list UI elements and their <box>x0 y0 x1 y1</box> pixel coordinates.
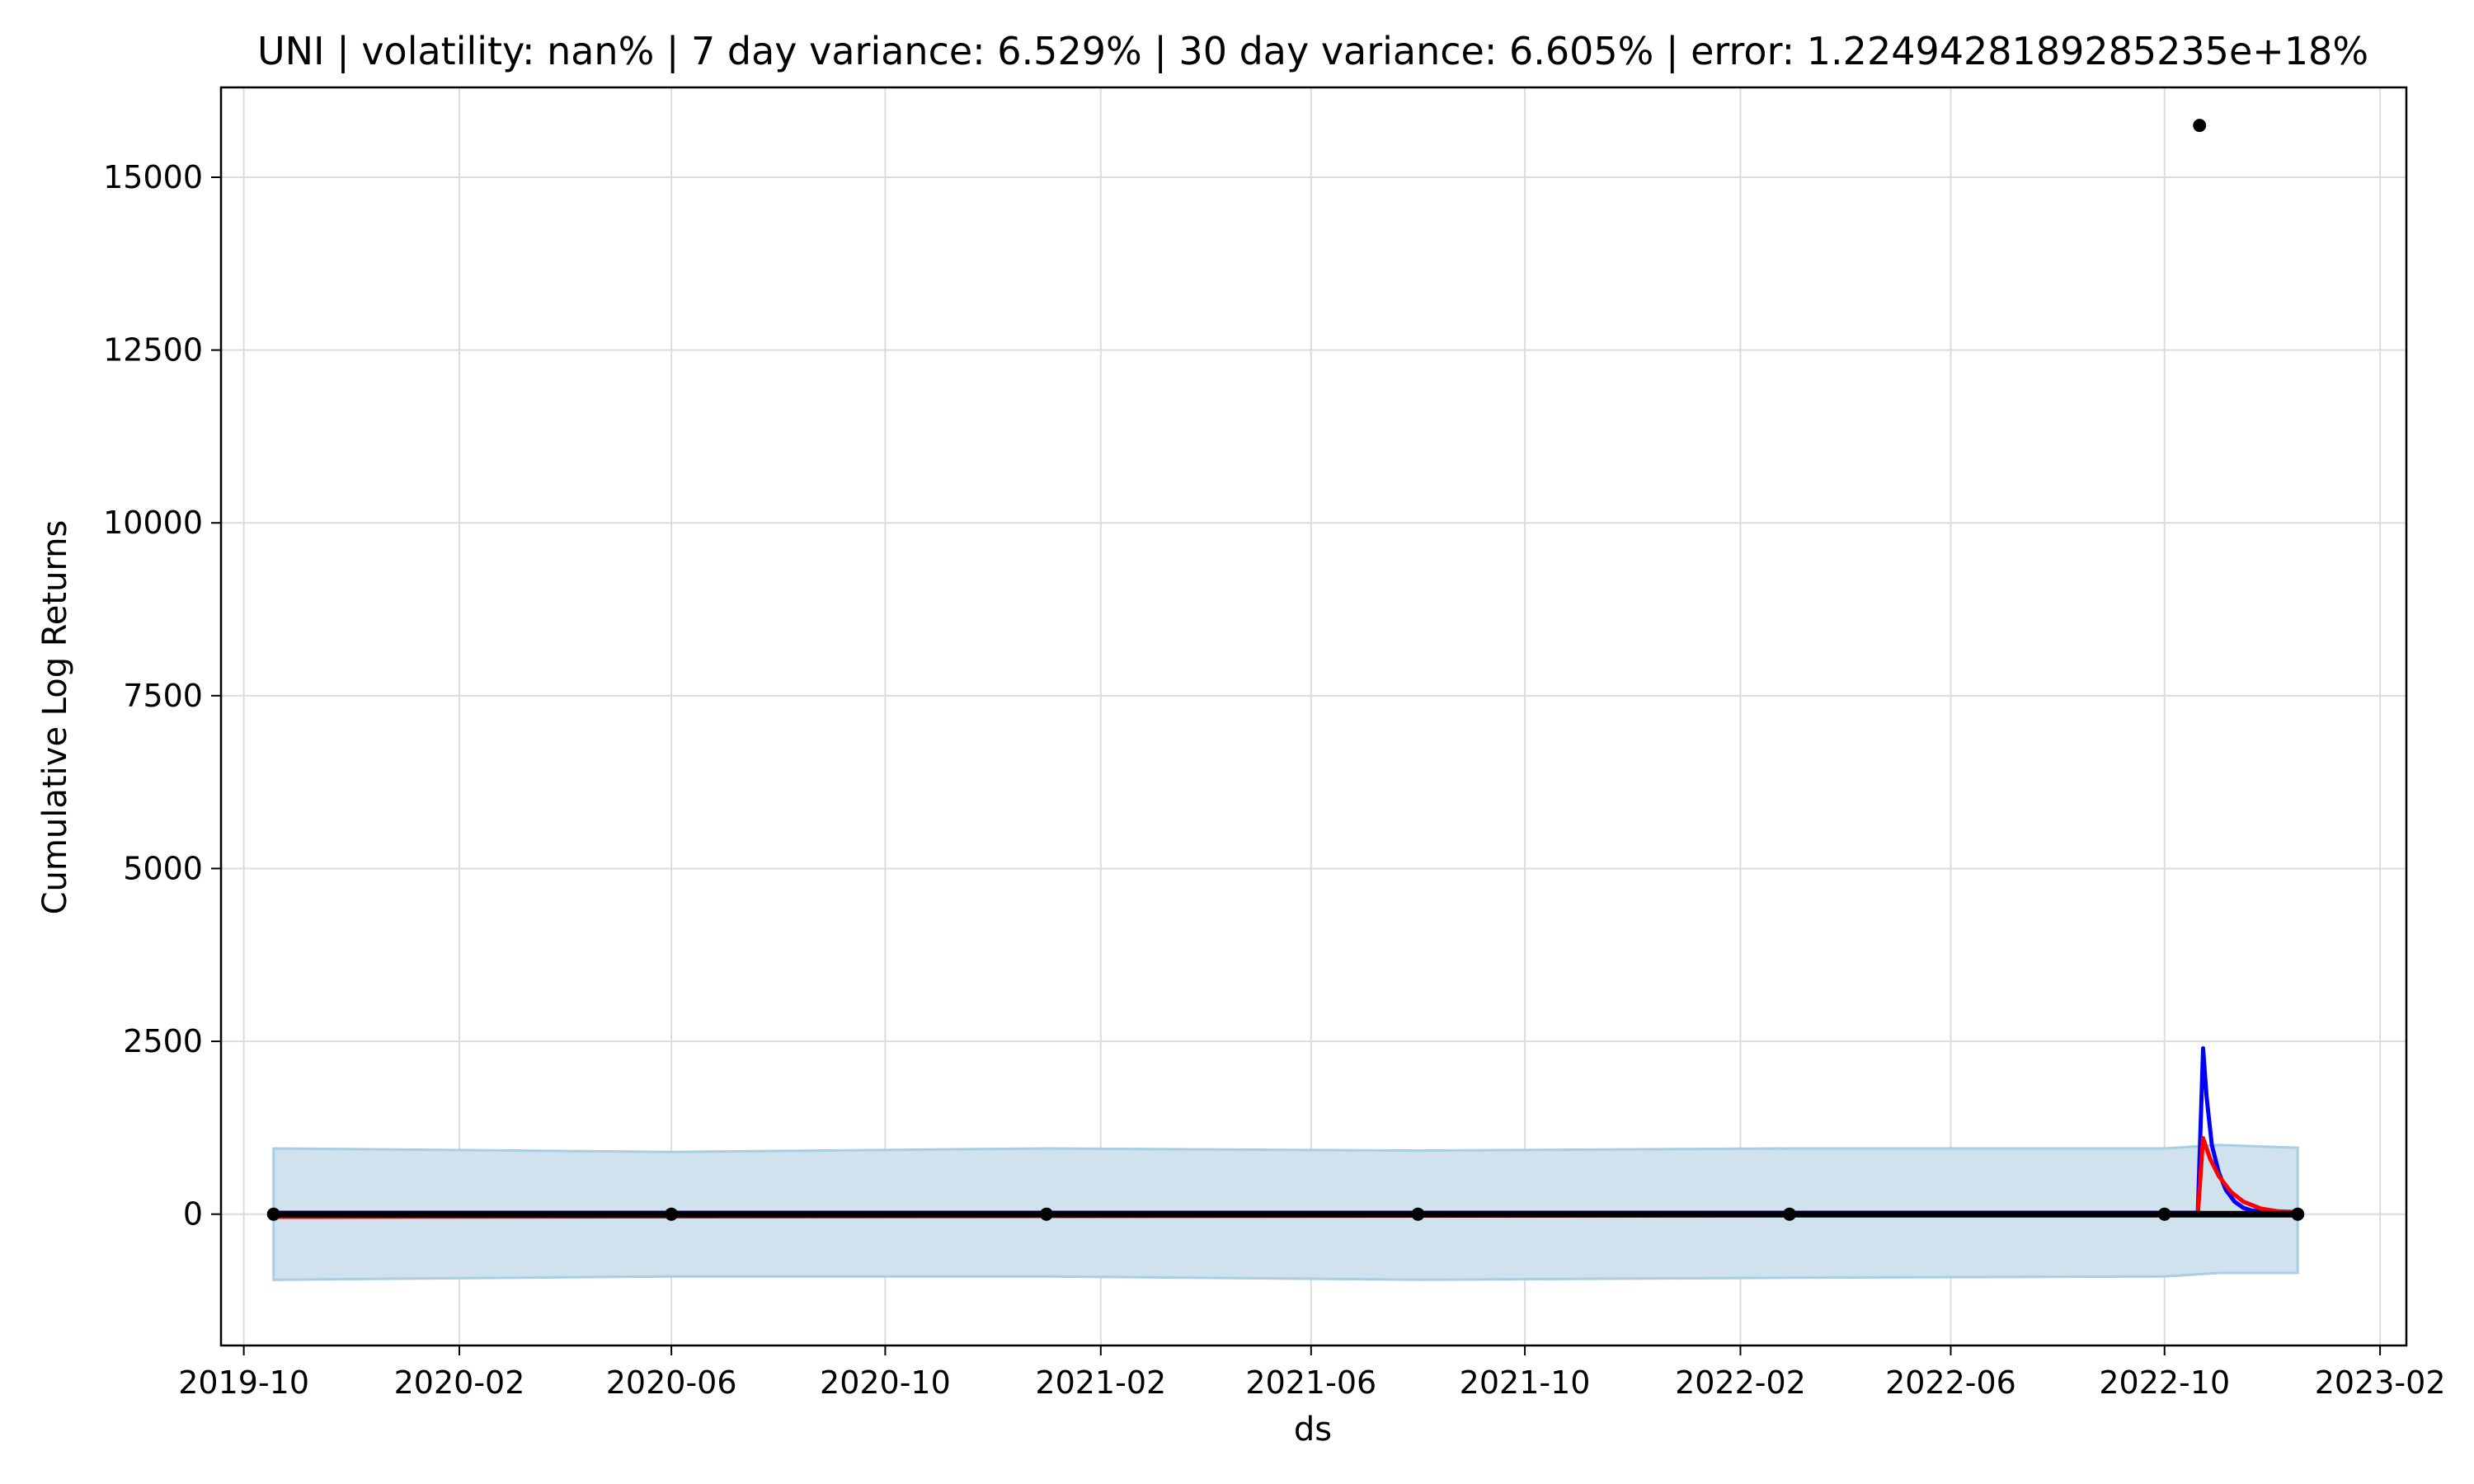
plot-frame <box>219 86 2408 1347</box>
actual-point <box>2291 1207 2305 1221</box>
actual-point <box>1411 1207 1425 1221</box>
x-axis-label: ds <box>1294 1411 1332 1449</box>
actual-point <box>1782 1207 1796 1221</box>
x-tick-label: 2022-10 <box>2099 1364 2230 1401</box>
actual-point <box>266 1207 280 1221</box>
red-line-series <box>273 1136 2298 1219</box>
point-layer <box>266 119 2305 1221</box>
actual-point <box>1039 1207 1053 1221</box>
actual-point <box>2157 1207 2171 1221</box>
x-tick-label: 2022-02 <box>1675 1364 1806 1401</box>
x-tick-label: 2021-10 <box>1460 1364 1591 1401</box>
x-tick-label: 2020-02 <box>394 1364 525 1401</box>
x-tick-label: 2020-10 <box>820 1364 951 1401</box>
y-axis-label: Cumulative Log Returns <box>36 520 74 915</box>
actual-point <box>665 1207 679 1221</box>
y-tick-label: 5000 <box>123 850 203 886</box>
tick-layer: 2019-10 2020-02 2020-06 2020-10 2021-02 2021-… <box>103 159 2445 1401</box>
y-tick-label: 2500 <box>123 1023 203 1059</box>
y-tick-label: 10000 <box>103 505 203 541</box>
y-tick-label: 15000 <box>103 159 203 195</box>
x-tick-label: 2020-06 <box>606 1364 737 1401</box>
x-tick-label: 2021-02 <box>1035 1364 1166 1401</box>
y-tick-label: 7500 <box>123 678 203 714</box>
x-tick-label: 2019-10 <box>178 1364 309 1401</box>
x-tick-label: 2022-06 <box>1885 1364 2016 1401</box>
x-tick-label: 2023-02 <box>2315 1364 2446 1401</box>
y-tick-label: 12500 <box>103 332 203 369</box>
actual-point <box>2193 119 2207 133</box>
y-tick-label: 0 <box>183 1196 203 1233</box>
x-tick-label: 2021-06 <box>1245 1364 1376 1401</box>
chart-title: UNI | volatility: nan% | 7 day variance:… <box>257 29 2368 74</box>
